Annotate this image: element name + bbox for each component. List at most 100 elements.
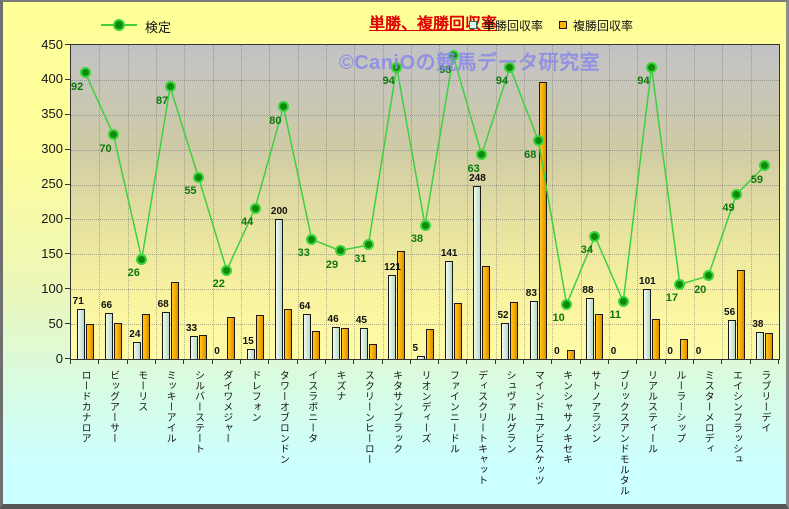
bar-value-label: 46 [327, 313, 339, 325]
h-gridline [71, 149, 779, 151]
line-marker-icon [192, 171, 204, 183]
bar-fukusho [198, 335, 207, 359]
line-value-label: 94 [495, 75, 509, 88]
h-gridline [71, 79, 779, 81]
v-gridline [439, 45, 441, 359]
v-gridline [240, 45, 242, 359]
bar-tansho [331, 326, 340, 359]
x-axis-tick [693, 360, 695, 364]
line-value-label: 55 [184, 185, 197, 198]
bar-value-label: 0 [610, 346, 617, 357]
v-gridline [524, 45, 526, 359]
bar-fukusho [652, 319, 661, 359]
line-value-label: 31 [354, 252, 367, 265]
y-axis-tick-label: 300 [41, 141, 63, 157]
bar-fukusho [680, 338, 689, 359]
v-gridline [467, 45, 469, 359]
line-value-label: 94 [382, 75, 395, 88]
line-value-label: 94 [637, 75, 650, 88]
bar-value-label: 0 [214, 346, 220, 357]
bar-fukusho [368, 343, 377, 359]
x-axis-tick [353, 360, 355, 364]
line-value-label: 20 [694, 283, 707, 296]
y-axis-tick [65, 148, 70, 150]
x-axis-label: サトノアラジン [588, 370, 600, 444]
v-gridline [269, 45, 271, 359]
bar-tansho [416, 355, 425, 359]
v-gridline [665, 45, 667, 359]
x-axis-label: タワーオブロンドン [277, 370, 289, 465]
bar-value-label: 24 [129, 329, 141, 341]
bar-fukusho [567, 349, 576, 359]
v-gridline [325, 45, 327, 359]
y-axis-tick [65, 253, 70, 255]
legend-bar-series: 単勝回収率 複勝回収率 [469, 17, 643, 33]
bar-fukusho [255, 315, 264, 359]
x-axis-label: キズナ [334, 370, 346, 402]
line-marker-icon [79, 67, 91, 79]
bar-tansho [161, 311, 170, 359]
x-axis-tick [211, 360, 213, 364]
line-marker-icon [702, 270, 714, 282]
bar-fukusho [113, 322, 122, 359]
bar-tansho [728, 319, 737, 359]
bar-value-label: 101 [639, 275, 656, 287]
v-gridline [750, 45, 752, 359]
line-value-label: 49 [722, 202, 735, 215]
x-axis-label: ディスクリートキャット [475, 370, 487, 486]
x-axis-tick [438, 360, 440, 364]
line-value-label: 70 [99, 142, 112, 155]
line-marker-icon [447, 50, 459, 62]
bar-tansho [104, 312, 113, 359]
line-marker-icon [306, 233, 318, 245]
y-axis-tick [65, 44, 70, 45]
y-axis-tick-label: 400 [41, 71, 63, 87]
bar-value-label: 248 [469, 172, 486, 184]
line-marker-icon [476, 149, 488, 161]
line-marker-icon [617, 295, 629, 307]
line-marker-icon [249, 202, 261, 214]
bar-fukusho [482, 266, 491, 359]
v-gridline [212, 45, 214, 359]
bar-tansho [359, 327, 368, 359]
h-gridline [71, 289, 779, 291]
x-axis-label: キンシャサノキセキ [560, 370, 572, 465]
x-axis-tick [466, 360, 468, 364]
x-axis-tick [324, 360, 326, 364]
bar-tansho [756, 332, 765, 359]
v-gridline [722, 45, 724, 359]
bar-value-label: 71 [72, 296, 84, 308]
line-marker-icon [419, 219, 431, 231]
h-gridline [71, 324, 779, 326]
line-marker-icon [334, 245, 346, 257]
x-axis-tick [494, 360, 496, 364]
x-axis-tick [126, 360, 128, 364]
x-axis-tick [154, 360, 156, 364]
line-marker-icon [731, 188, 743, 200]
x-axis-label: ミッキーアイル [164, 370, 176, 444]
line-marker-icon [277, 101, 289, 113]
x-axis-label: リアルスティール [645, 370, 657, 454]
x-axis-tick [239, 360, 241, 364]
x-axis-tick [98, 360, 100, 364]
watermark: ©CaniOの競馬データ研究室 [339, 52, 601, 74]
legend-tansho-swatch-icon [469, 21, 477, 29]
bar-fukusho [425, 328, 434, 359]
line-marker-icon [646, 61, 658, 73]
h-gridline [71, 254, 779, 256]
v-gridline [297, 45, 299, 359]
x-axis-label: ロードカナロア [79, 370, 91, 444]
legend-fukusho-swatch-icon [559, 21, 568, 29]
x-axis-label: エイシンフラッシュ [730, 370, 742, 465]
x-axis-label: マインドユアビスケッツ [532, 370, 544, 486]
plot-area: 71 66 24 68 33 0 15 200 64 46 45 121 5 141 248 52 83 0 88 0… [70, 44, 780, 360]
v-gridline [410, 45, 412, 359]
line-value-label: 59 [750, 173, 763, 186]
line-value-label: 29 [325, 258, 339, 271]
line-value-label: 33 [297, 247, 310, 260]
x-axis-label: ファインニードル [447, 370, 459, 454]
bar-tansho [303, 314, 312, 359]
x-axis-label: ミスターメロディ [702, 370, 714, 454]
line-marker-icon [589, 230, 601, 242]
